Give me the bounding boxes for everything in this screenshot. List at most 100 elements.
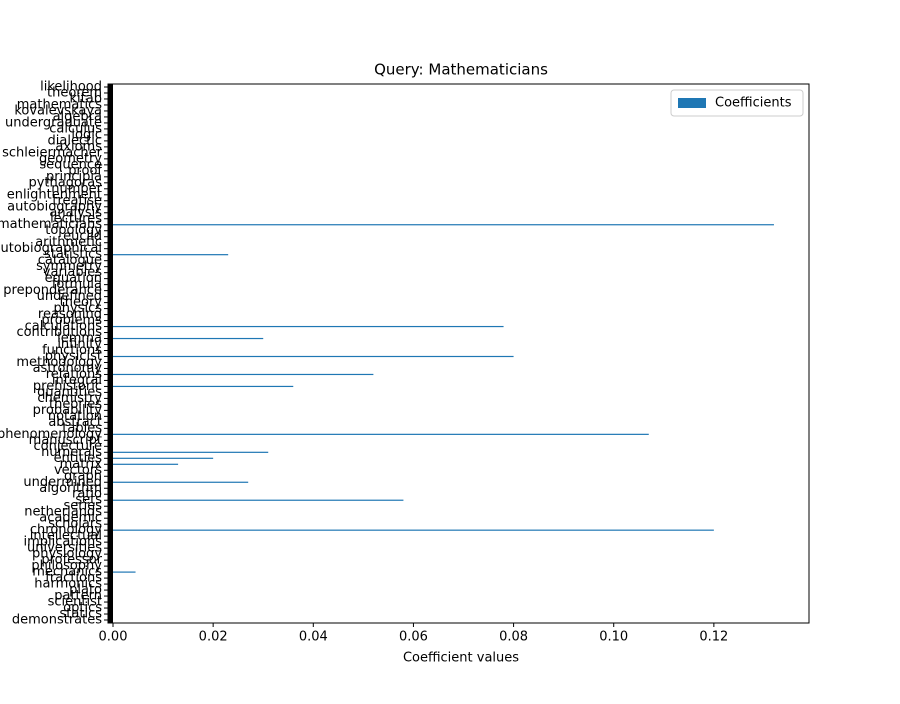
y-tick-label: lectures — [50, 211, 102, 226]
y-tick-label: preponderance — [3, 283, 102, 298]
y-tick-label: quantities — [37, 385, 102, 400]
y-tick-label: catalogue — [38, 253, 102, 268]
y-tick-label: scholars — [48, 517, 102, 532]
x-axis-label: Coefficient values — [403, 651, 519, 666]
bar — [113, 433, 649, 435]
y-tick-label: axioms — [55, 139, 102, 154]
legend-label: Coefficients — [715, 96, 792, 111]
y-tick-label: scientist — [48, 595, 102, 610]
y-tick-label: philosophy — [31, 559, 102, 574]
y-tick-label: dialectic — [48, 133, 102, 148]
bar — [113, 481, 249, 483]
y-tick-label: physics — [54, 301, 103, 316]
y-tick-label: logic — [71, 127, 102, 142]
y-tick-label: geometry — [39, 151, 102, 166]
y-tick-label: harmonics — [34, 577, 102, 592]
y-tick-label: contributions — [16, 325, 102, 340]
y-tick-label: matrix — [60, 457, 103, 472]
y-tick-label: calculations — [25, 319, 103, 334]
y-tick-label: theory — [60, 295, 103, 310]
bar — [113, 451, 269, 453]
y-tick-label: optics — [63, 601, 102, 616]
y-tick-label: formula — [52, 277, 102, 292]
y-tick-label: demonstrates — [12, 613, 102, 628]
y-tick-label: analysis — [49, 205, 102, 220]
y-tick-label: physiology — [32, 547, 102, 562]
y-tick-label: series — [64, 499, 103, 514]
x-tick-label: 0.08 — [499, 630, 528, 645]
x-tick-label: 0.00 — [99, 630, 128, 645]
y-tick-label: netherlands — [24, 505, 102, 520]
bar — [113, 325, 504, 328]
y-tick-label: numerals — [41, 445, 102, 460]
y-tick-label: proof — [68, 163, 102, 178]
y-tick-label: number — [51, 181, 102, 196]
y-tick-label: treatise — [52, 193, 102, 208]
x-tick-label: 0.12 — [699, 630, 728, 645]
bar — [113, 224, 774, 226]
y-tick-label: algorithm — [39, 481, 102, 496]
legend-box — [670, 89, 804, 117]
y-tick-label: lemma — [57, 331, 102, 346]
y-tick-label: equation — [45, 271, 102, 286]
y-tick-label: symmetry — [36, 259, 102, 274]
y-tick-label: physicist — [45, 349, 102, 364]
bar — [113, 373, 374, 376]
y-tick-label: sets — [75, 493, 102, 508]
y-tick-label: probability — [33, 403, 103, 418]
y-tick-label: theories — [49, 397, 102, 412]
y-tick-label: relations — [46, 367, 103, 382]
y-tick-label: abstract — [48, 415, 102, 430]
y-tick-label: topology — [45, 223, 102, 238]
zero-bar-edges — [108, 84, 113, 623]
y-tick-label: vectors — [54, 463, 102, 478]
y-tick-label: ratio — [72, 487, 102, 502]
y-tick-label: phenomenology — [0, 427, 102, 442]
bar — [113, 254, 229, 256]
y-tick-label: academic — [39, 511, 102, 526]
y-tick-label: mechanics — [32, 565, 102, 580]
x-tick-label: 0.06 — [399, 630, 428, 645]
y-tick-label: autobiographical — [0, 241, 102, 256]
y-tick-label: enlightenment — [7, 187, 102, 202]
y-tick-label: fractions — [45, 571, 102, 586]
y-tick-label: variables — [43, 265, 102, 280]
y-tick-label: undermined — [23, 475, 102, 490]
x-tick-label: 0.04 — [299, 630, 328, 645]
bar — [113, 571, 136, 573]
chart-title: Query: Mathematicians — [374, 61, 548, 79]
bar — [113, 355, 514, 358]
bar — [113, 457, 214, 459]
y-tick-label: statistics — [44, 247, 102, 262]
y-tick-label: chemistry — [37, 391, 102, 406]
y-tick-label: calculus — [49, 121, 102, 136]
y-tick-label: undefined — [37, 289, 102, 304]
y-tick-label: chronology — [30, 523, 102, 538]
bar — [113, 385, 294, 388]
y-tick-label: reasoning — [38, 307, 102, 322]
y-tick-label: mathematicians — [0, 217, 102, 232]
y-tick-label: methodology — [16, 355, 102, 370]
y-tick-label: notation — [48, 409, 102, 424]
bar — [113, 499, 404, 501]
y-tick-label: algebra — [53, 109, 102, 124]
x-tick-label: 0.02 — [199, 630, 228, 645]
y-tick-label: conjecture — [34, 439, 103, 454]
y-tick-label: graph — [64, 469, 102, 484]
x-tick-label: 0.10 — [599, 630, 628, 645]
bar — [113, 529, 714, 531]
y-tick-label: professor — [41, 553, 102, 568]
y-tick-label: astronomy — [33, 361, 103, 376]
y-tick-label: autobiography — [7, 199, 102, 214]
y-tick-label: universities — [27, 541, 102, 556]
plot-area — [113, 224, 774, 573]
y-tick-label: infinity — [57, 337, 102, 352]
y-tick-label: schleiermacher — [2, 145, 103, 160]
y-tick-label: pattern — [54, 589, 102, 604]
y-tick-label: integral — [52, 373, 102, 388]
y-tick-label: theorem — [47, 85, 102, 100]
y-tick-label: kovalevskaya — [14, 103, 102, 118]
y-tick-label: functions — [42, 343, 102, 358]
